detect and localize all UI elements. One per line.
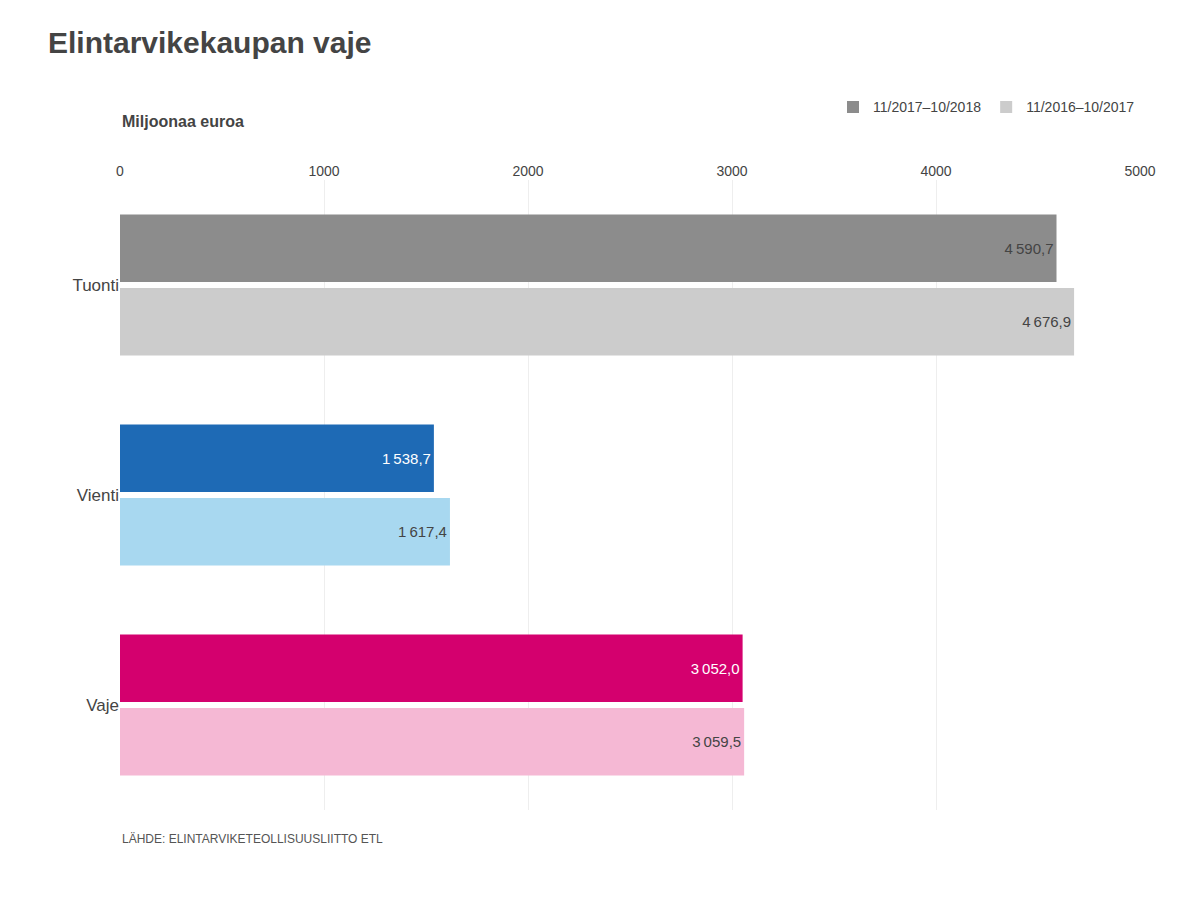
- svg-text:11/2017–10/2018: 11/2017–10/2018: [873, 99, 981, 115]
- svg-text:3 059,5: 3 059,5: [692, 733, 741, 750]
- svg-text:Vienti: Vienti: [77, 486, 119, 505]
- svg-text:LÄHDE: ELINTARVIKETEOLLISUUSLI: LÄHDE: ELINTARVIKETEOLLISUUSLIITTO ETL: [122, 832, 383, 846]
- svg-text:3000: 3000: [716, 163, 747, 179]
- svg-text:Vaje: Vaje: [86, 696, 119, 715]
- svg-text:2000: 2000: [512, 163, 543, 179]
- svg-text:1 617,4: 1 617,4: [398, 523, 447, 540]
- svg-text:11/2016–10/2017: 11/2016–10/2017: [1026, 99, 1134, 115]
- svg-text:5000: 5000: [1124, 163, 1155, 179]
- svg-text:0: 0: [116, 163, 124, 179]
- svg-text:3 052,0: 3 052,0: [691, 660, 740, 677]
- svg-text:1000: 1000: [308, 163, 339, 179]
- svg-text:1 538,7: 1 538,7: [382, 450, 431, 467]
- svg-text:Tuonti: Tuonti: [72, 276, 119, 295]
- svg-text:Miljoonaa euroa: Miljoonaa euroa: [122, 113, 244, 130]
- svg-text:4 676,9: 4 676,9: [1022, 313, 1071, 330]
- svg-text:4000: 4000: [920, 163, 951, 179]
- svg-text:Elintarvikekaupan vaje: Elintarvikekaupan vaje: [48, 26, 372, 59]
- svg-text:4 590,7: 4 590,7: [1005, 240, 1054, 257]
